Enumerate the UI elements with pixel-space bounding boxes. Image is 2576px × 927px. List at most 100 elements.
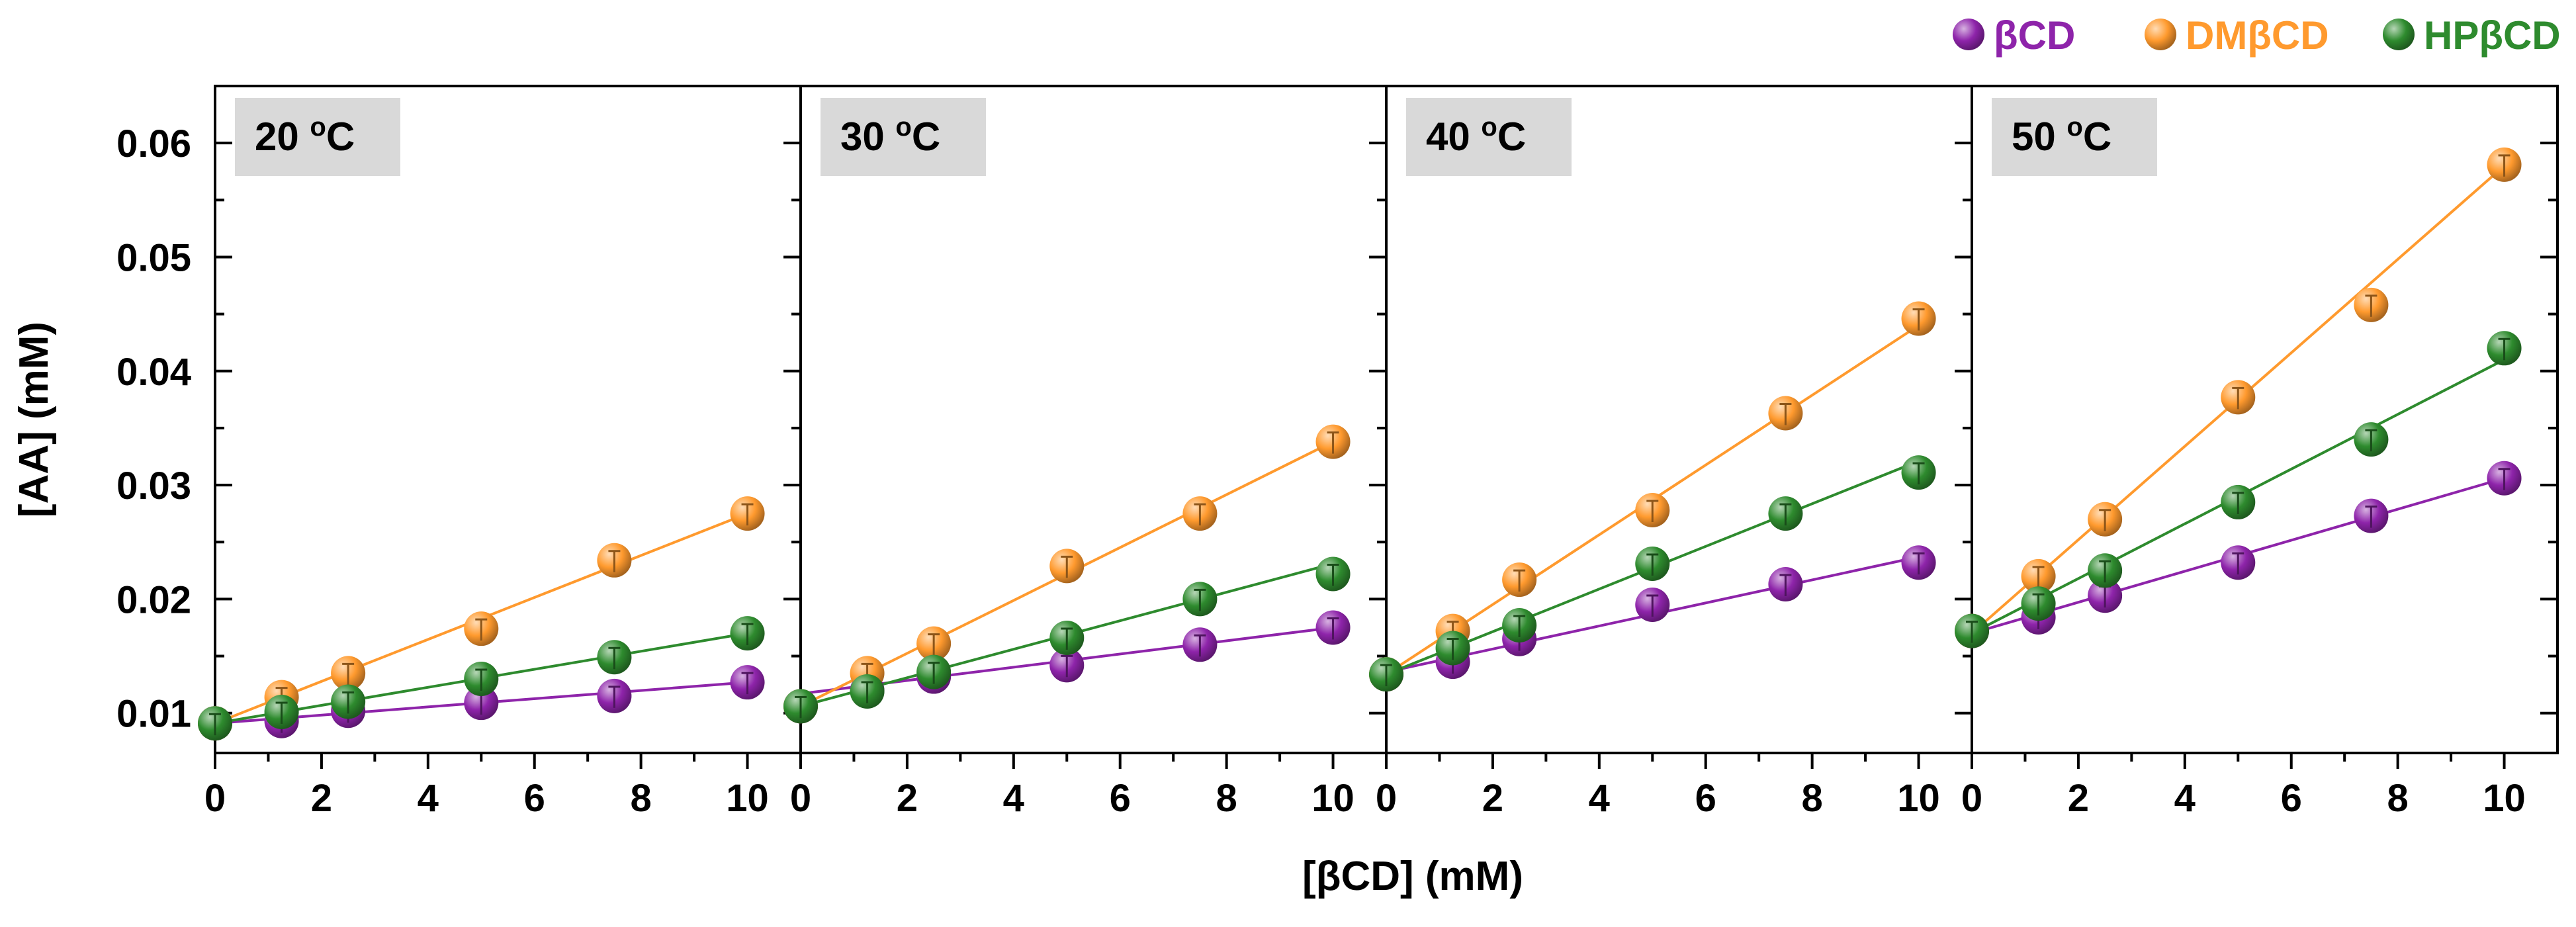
x-tick-label: 8 bbox=[1216, 777, 1237, 820]
badge-background bbox=[235, 98, 400, 176]
data-point-DMβCD bbox=[2021, 558, 2056, 594]
data-point-HPβCD bbox=[1315, 556, 1351, 592]
data-point-DMβCD bbox=[2354, 287, 2389, 322]
data-point-HPβCD bbox=[198, 706, 232, 741]
data-point-HPβCD bbox=[1369, 657, 1403, 692]
data-point-HPβCD bbox=[1768, 496, 1803, 531]
panel-frame bbox=[799, 85, 1388, 754]
x-tick-label: 8 bbox=[1802, 777, 1823, 820]
data-point-HPβCD bbox=[2487, 331, 2522, 366]
data-point-DMβCD bbox=[597, 543, 632, 578]
data-point-HPβCD bbox=[597, 640, 632, 675]
x-tick-label: 4 bbox=[1003, 777, 1024, 820]
data-point-βCD bbox=[2221, 545, 2256, 580]
legend: βCD DMβCD HPβCD bbox=[1953, 13, 2561, 58]
data-point-HPβCD bbox=[1901, 455, 1936, 490]
degree-sup: o bbox=[310, 112, 326, 142]
temperature-value: 40 bbox=[1426, 114, 1481, 159]
legend-item-DMβCD: DMβCD bbox=[2145, 13, 2329, 58]
data-point-βCD bbox=[2354, 498, 2389, 533]
data-point-HPβCD bbox=[1435, 631, 1470, 666]
legend-marker bbox=[2145, 19, 2176, 50]
data-point-βCD bbox=[1315, 610, 1351, 645]
legend-marker bbox=[2383, 19, 2415, 50]
data-point-DMβCD bbox=[2088, 502, 2123, 537]
data-point-βCD bbox=[1768, 566, 1803, 601]
data-point-βCD bbox=[2487, 461, 2522, 496]
data-point-DMβCD bbox=[730, 496, 765, 531]
x-tick-label: 2 bbox=[2068, 777, 2089, 820]
x-tick-label: 10 bbox=[2483, 777, 2526, 820]
y-axis-title: [AA] (mM) bbox=[11, 322, 57, 517]
data-point-DMβCD bbox=[2221, 380, 2256, 415]
x-tick-label: 8 bbox=[631, 777, 652, 820]
data-point-DMβCD bbox=[1635, 492, 1670, 527]
badge-background bbox=[821, 98, 986, 176]
data-point-HPβCD bbox=[2021, 586, 2056, 621]
data-point-HPβCD bbox=[1635, 546, 1670, 581]
legend-label: DMβCD bbox=[2186, 13, 2329, 58]
legend-label: HPβCD bbox=[2424, 13, 2561, 58]
degree-sup: o bbox=[1481, 112, 1497, 142]
data-point-HPβCD bbox=[850, 674, 885, 709]
data-point-HPβCD bbox=[1182, 582, 1218, 617]
x-tick-label: 4 bbox=[2174, 777, 2196, 820]
y-tick-label: 0.03 bbox=[116, 464, 191, 508]
x-tick-label: 2 bbox=[311, 777, 332, 820]
data-point-HPβCD bbox=[1502, 608, 1537, 643]
data-point-DMβCD bbox=[1315, 424, 1351, 459]
data-point-βCD bbox=[1182, 627, 1218, 662]
data-point-HPβCD bbox=[1955, 613, 1989, 648]
data-point-HPβCD bbox=[916, 654, 952, 689]
temperature-label: 40 oC bbox=[1426, 112, 1526, 159]
x-tick-label: 0 bbox=[1376, 777, 1397, 820]
data-point-DMβCD bbox=[1901, 301, 1936, 336]
data-point-DMβCD bbox=[464, 611, 499, 646]
x-tick-label: 6 bbox=[1110, 777, 1131, 820]
x-tick-label: 2 bbox=[1482, 777, 1503, 820]
legend-item-βCD: βCD bbox=[1953, 13, 2075, 58]
data-point-βCD bbox=[1635, 588, 1670, 622]
temperature-label: 20 oC bbox=[255, 112, 355, 159]
legend-marker bbox=[1953, 19, 1984, 50]
data-point-βCD bbox=[597, 678, 632, 713]
x-tick-label: 8 bbox=[2387, 777, 2409, 820]
degree-sup: o bbox=[895, 112, 911, 142]
data-point-HPβCD bbox=[1049, 620, 1085, 655]
data-point-HPβCD bbox=[783, 689, 818, 724]
panel-frame bbox=[214, 85, 802, 754]
temperature-value: 20 bbox=[255, 114, 310, 159]
data-point-HPβCD bbox=[2221, 484, 2256, 519]
temperature-badge: 30 oC bbox=[821, 98, 986, 176]
panel-frame bbox=[1971, 85, 2559, 754]
temperature-unit: C bbox=[912, 114, 940, 159]
temperature-unit: C bbox=[326, 114, 355, 159]
x-tick-label: 4 bbox=[1589, 777, 1610, 820]
panel-2: 0 2 4 6 8 10 30 oC bbox=[783, 85, 1388, 820]
x-tick-label: 10 bbox=[1311, 777, 1355, 820]
data-point-βCD bbox=[1049, 648, 1085, 683]
temperature-unit: C bbox=[1497, 114, 1526, 159]
legend-item-HPβCD: HPβCD bbox=[2383, 13, 2561, 58]
panel-4: 0 2 4 6 8 10 50 oC bbox=[1955, 85, 2559, 820]
x-axis-title: [βCD] (mM) bbox=[1302, 854, 1523, 899]
data-point-HPβCD bbox=[2088, 553, 2123, 588]
data-point-βCD bbox=[730, 665, 765, 700]
degree-sup: o bbox=[2066, 112, 2082, 142]
x-tick-label: 6 bbox=[524, 777, 545, 820]
data-point-DMβCD bbox=[916, 626, 952, 661]
data-point-HPβCD bbox=[331, 684, 366, 719]
y-tick-label: 0.04 bbox=[116, 351, 191, 394]
temperature-label: 50 oC bbox=[2012, 112, 2111, 159]
temperature-value: 50 bbox=[2012, 114, 2066, 159]
data-point-βCD bbox=[1901, 545, 1936, 580]
panel-1: 0.01 0.02 0.03 0.04 0.05 0.06 0 2 4 6 8 10 20 oC bbox=[116, 85, 802, 820]
x-tick-label: 0 bbox=[790, 777, 811, 820]
data-point-DMβCD bbox=[331, 656, 366, 691]
x-tick-label: 6 bbox=[1695, 777, 1716, 820]
temperature-badge: 50 oC bbox=[1992, 98, 2157, 176]
temperature-badge: 20 oC bbox=[235, 98, 400, 176]
legend-label: βCD bbox=[1994, 13, 2075, 58]
